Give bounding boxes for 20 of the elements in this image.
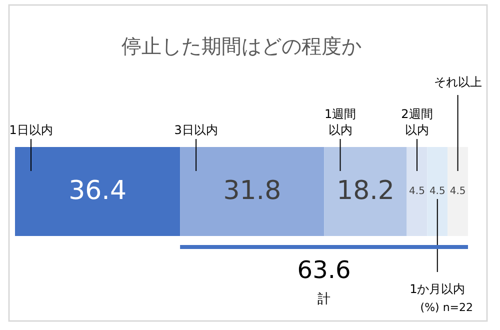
data-label: 4.5 bbox=[450, 186, 466, 197]
bar bbox=[448, 147, 468, 236]
bar bbox=[180, 147, 324, 236]
series-label: 1週間以内 bbox=[324, 107, 356, 137]
chart-title: 停止した期間はどの程度か bbox=[122, 34, 362, 58]
series-label: 2週間以内 bbox=[401, 107, 433, 137]
text: (%) n=22 bbox=[420, 301, 473, 314]
text: 計 bbox=[318, 292, 331, 307]
text: それ以上 bbox=[434, 75, 482, 89]
text: 63.6 bbox=[297, 256, 351, 284]
text: 1か月以内 bbox=[410, 282, 466, 296]
bar bbox=[15, 147, 180, 236]
data-label: 31.8 bbox=[223, 176, 282, 206]
data-label: 36.4 bbox=[68, 176, 126, 206]
data-label: 18.2 bbox=[336, 176, 394, 206]
series-label: 3日以内 bbox=[174, 123, 218, 137]
bar bbox=[324, 147, 407, 236]
data-label: 4.5 bbox=[409, 186, 425, 197]
series-label: 1日以内 bbox=[9, 123, 53, 137]
data-label: 4.5 bbox=[429, 186, 446, 197]
